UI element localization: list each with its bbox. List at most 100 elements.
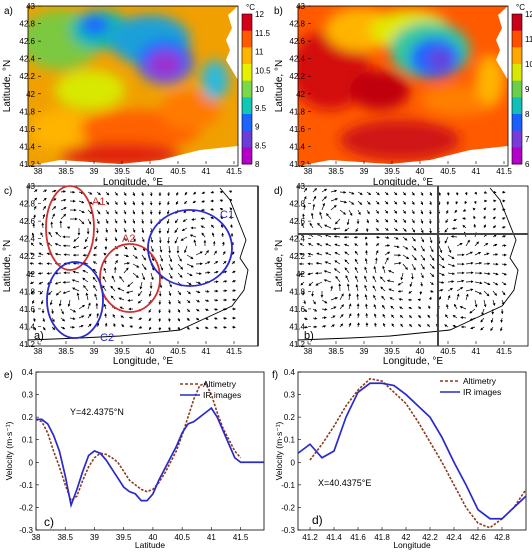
xtick-label-a-3: 39.5 xyxy=(114,167,130,176)
ytick-label-d-9: 41.2 xyxy=(289,340,305,349)
ytick-label-d-3: 42.4 xyxy=(289,235,305,244)
xtick-label-b-4: 40 xyxy=(416,167,425,176)
colorbar-a-tick-5: 9.5 xyxy=(255,104,267,113)
colorbar-b-swatch-4 xyxy=(512,81,522,98)
xtick-label-c-1: 38.5 xyxy=(58,347,74,356)
ytick-label-c-9: 41.2 xyxy=(19,340,35,349)
colorbar-a-swatch-6 xyxy=(242,114,252,131)
ytick-label-a-1: 42.8 xyxy=(19,20,35,29)
legend-e-altimetry: Altimetry xyxy=(203,379,237,389)
xtick-label-d-7: 41.5 xyxy=(496,347,512,356)
colorbar-b-tick-4: 8 xyxy=(525,110,530,119)
ytick-label-b-3: 42.4 xyxy=(289,55,305,64)
ytick-label-d-2: 42.6 xyxy=(289,217,305,226)
ytick-label-f-3: 0.1 xyxy=(284,436,296,445)
ytick-label-c-7: 41.6 xyxy=(19,305,35,314)
xtick-label-c-7: 41.5 xyxy=(226,347,242,356)
xtick-label-f-0: 41.2 xyxy=(302,533,318,542)
xtick-label-f-1: 41.4 xyxy=(326,533,342,542)
colorbar-b-swatch-3 xyxy=(512,64,522,81)
ytick-label-f-4: 0 xyxy=(291,458,296,467)
colorbar-a-swatch-7 xyxy=(242,131,252,148)
colorbar-b-swatch-2 xyxy=(512,47,522,64)
colorbar-a-tick-4: 10 xyxy=(255,85,264,94)
ytick-label-b-4: 42.2 xyxy=(289,72,305,81)
colorbar-a-tick-7: 8.5 xyxy=(255,141,267,150)
ytick-label-c-0: 43 xyxy=(26,182,35,191)
ytick-label-c-8: 41.4 xyxy=(19,322,35,331)
xtick-label-d-4: 40 xyxy=(416,347,425,356)
xtick-label-e-2: 39 xyxy=(90,533,99,542)
colorbar-b-swatch-6 xyxy=(512,114,522,131)
ytick-label-d-1: 42.8 xyxy=(289,200,305,209)
ytick-label-b-2: 42.6 xyxy=(289,37,305,46)
xtick-label-e-7: 41.5 xyxy=(233,533,249,542)
ytick-label-f-7: -0.3 xyxy=(281,526,295,535)
xtick-label-c-6: 41 xyxy=(202,347,211,356)
ytick-label-f-0: 0.4 xyxy=(284,368,296,377)
colorbar-b-swatch-5 xyxy=(512,97,522,114)
xlabel-f: Longitude xyxy=(393,540,431,550)
xtick-label-a-5: 40.5 xyxy=(170,167,186,176)
ytick-label-b-5: 42 xyxy=(296,90,305,99)
xtick-label-a-2: 39 xyxy=(90,167,99,176)
ytick-label-b-8: 41.4 xyxy=(289,142,305,151)
ytick-label-e-2: 0.2 xyxy=(22,413,34,422)
xlabel-e: Latitude xyxy=(135,540,166,550)
xtick-label-d-2: 39 xyxy=(360,347,369,356)
panel-letter-d: d) xyxy=(274,186,283,197)
ytick-label-e-5: -0.1 xyxy=(19,481,33,490)
xtick-label-a-1: 38.5 xyxy=(58,167,74,176)
ytick-label-a-8: 41.4 xyxy=(19,142,35,151)
colorbar-a-tick-6: 9 xyxy=(255,123,260,132)
panel-letter-a: a) xyxy=(4,6,13,17)
ytick-label-c-3: 42.4 xyxy=(19,235,35,244)
ytick-label-d-0: 43 xyxy=(296,182,305,191)
xtick-label-b-7: 41.5 xyxy=(496,167,512,176)
panel-letter-e: e) xyxy=(4,370,13,381)
xtick-label-c-5: 40.5 xyxy=(170,347,186,356)
ytick-label-e-0: 0.4 xyxy=(22,368,34,377)
colorbar-a-swatch-0 xyxy=(242,14,252,31)
xtick-label-d-6: 41 xyxy=(472,347,481,356)
ytick-label-e-7: -0.3 xyxy=(19,526,33,535)
xtick-label-e-1: 38.5 xyxy=(57,533,73,542)
colorbar-a-tick-3: 10.5 xyxy=(255,66,271,75)
ytick-label-e-4: 0 xyxy=(29,458,34,467)
colorbar-b-tick-5: 7 xyxy=(525,135,530,144)
colorbar-a-swatch-3 xyxy=(242,64,252,81)
legend-f-ir: IR images xyxy=(463,387,501,397)
eddy-label-c1: C1 xyxy=(220,209,234,221)
ytick-label-d-8: 41.4 xyxy=(289,322,305,331)
ytick-label-d-6: 41.8 xyxy=(289,287,305,296)
ytick-label-f-5: -0.1 xyxy=(281,481,295,490)
colorbar-b-tick-0: 12 xyxy=(525,10,532,19)
colorbar-b-tick-3: 9 xyxy=(525,85,530,94)
xtick-label-e-5: 40.5 xyxy=(174,533,190,542)
xtick-label-d-3: 39.5 xyxy=(384,347,400,356)
legend-e-ir: IR images xyxy=(203,390,241,400)
vector-arrow-d-111 xyxy=(474,224,475,228)
eddy-label-a2: A2 xyxy=(122,233,135,245)
ytick-label-a-6: 41.8 xyxy=(19,107,35,116)
annotation-f: X=40.4375°E xyxy=(318,478,371,488)
ylabel-d: Latitude, °N xyxy=(274,240,285,292)
colorbar-b-tick-2: 10 xyxy=(525,60,532,69)
colorbar-a-swatch-4 xyxy=(242,81,252,98)
xtick-label-b-1: 38.5 xyxy=(328,167,344,176)
xtick-label-f-2: 41.6 xyxy=(350,533,366,542)
ytick-label-b-1: 42.8 xyxy=(289,20,305,29)
xtick-label-b-3: 39.5 xyxy=(384,167,400,176)
ytick-label-f-2: 0.2 xyxy=(284,413,296,422)
ytick-label-b-7: 41.6 xyxy=(289,125,305,134)
xtick-label-f-6: 42.4 xyxy=(446,533,462,542)
colorbar-a-tick-8: 8 xyxy=(255,160,260,169)
ytick-label-d-7: 41.6 xyxy=(289,305,305,314)
sst-map-a xyxy=(20,6,238,167)
